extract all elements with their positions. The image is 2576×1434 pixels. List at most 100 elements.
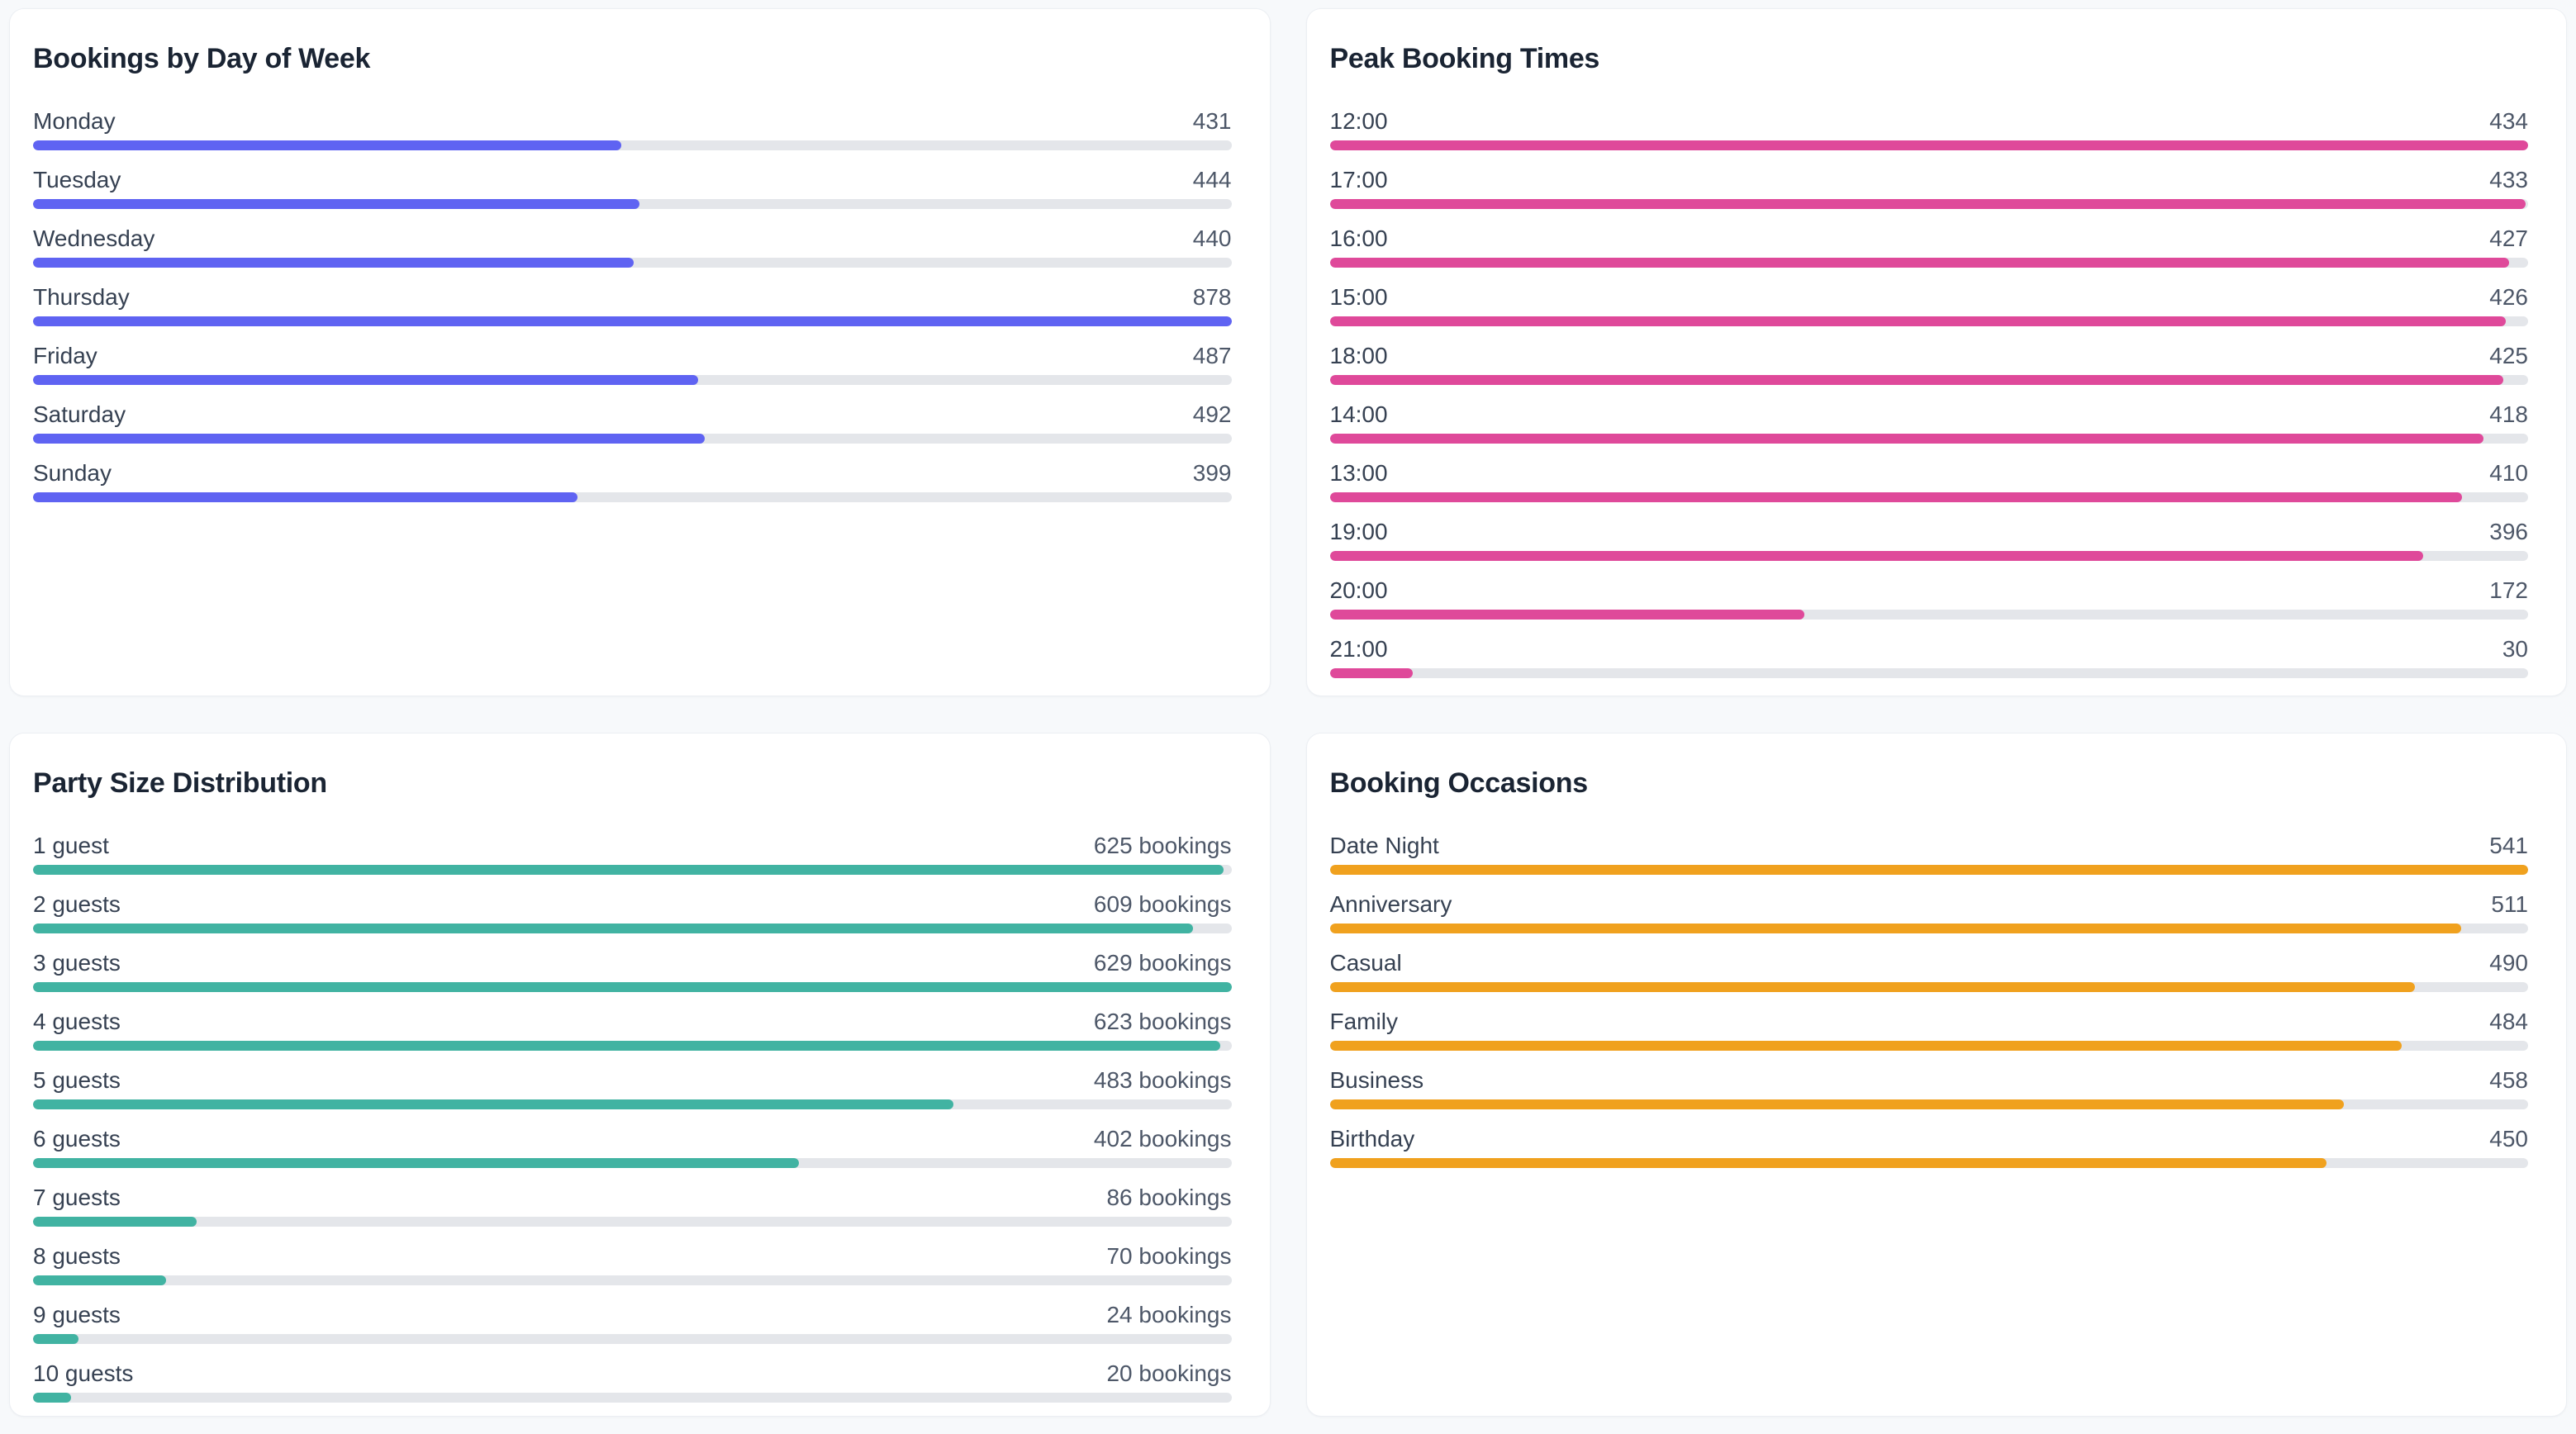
row-header: Family 484 <box>1330 1009 2529 1035</box>
row-header: 19:00 396 <box>1330 519 2529 545</box>
chart-row: 4 guests 623 bookings <box>33 1009 1232 1051</box>
row-value: 434 <box>2489 108 2528 134</box>
bar-fill <box>1329 551 2423 561</box>
chart-row: 3 guests 629 bookings <box>33 950 1232 992</box>
bar-track <box>33 1275 1232 1285</box>
chart-row: 20:00 172 <box>1329 577 2528 620</box>
row-value: 410 <box>2489 460 2528 486</box>
bar-fill <box>1329 1158 2327 1168</box>
row-value: 399 <box>1192 460 1232 486</box>
row-header: 6 guests 402 bookings <box>33 1126 1232 1152</box>
chart-row: 13:00 410 <box>1329 460 2528 502</box>
bar-track <box>1329 1041 2528 1051</box>
row-header: 17:00 433 <box>1330 167 2529 193</box>
bar-fill <box>1329 1041 2403 1051</box>
row-value: 490 <box>2489 950 2528 976</box>
chart-row: 17:00 433 <box>1329 167 2529 209</box>
bar-fill <box>1329 610 1805 620</box>
row-value: 70 bookings <box>1106 1243 1232 1269</box>
row-label: 8 guests <box>33 1243 121 1269</box>
row-header: Monday 431 <box>33 108 1232 135</box>
row-label: 10 guests <box>33 1360 134 1386</box>
chart-row: Thursday 878 <box>33 284 1232 326</box>
bar-track <box>1329 982 2528 992</box>
row-value: 86 bookings <box>1106 1185 1232 1210</box>
bar-track <box>1329 1099 2528 1109</box>
chart-row: Tuesday 444 <box>33 167 1232 209</box>
row-label: 21:00 <box>1329 636 1388 662</box>
bar-track <box>33 865 1232 875</box>
bar-fill <box>33 924 1194 933</box>
card-title: Party Size Distribution <box>33 767 327 799</box>
row-value: 609 bookings <box>1093 891 1232 917</box>
row-label: Thursday <box>33 284 130 310</box>
row-value: 629 bookings <box>1093 950 1232 976</box>
row-value: 440 <box>1192 226 1232 251</box>
chart-row: 6 guests 402 bookings <box>33 1126 1232 1168</box>
row-label: 13:00 <box>1329 460 1388 486</box>
chart-row: 15:00 426 <box>1329 284 2528 326</box>
chart-row: Friday 487 <box>33 343 1232 385</box>
row-header: 10 guests 20 bookings <box>33 1360 1232 1387</box>
row-header: 21:00 30 <box>1330 636 2529 662</box>
bar-fill <box>1329 924 2462 933</box>
bar-fill <box>1329 258 2509 268</box>
bar-track <box>1329 1158 2528 1168</box>
row-header: 2 guests 609 bookings <box>33 891 1232 918</box>
row-header: 3 guests 629 bookings <box>33 950 1232 976</box>
bar-fill <box>33 1158 799 1168</box>
row-label: 14:00 <box>1329 401 1388 427</box>
bar-fill <box>33 316 1232 326</box>
bar-fill <box>1329 375 2503 385</box>
row-header: 1 guest 625 bookings <box>33 833 1232 859</box>
row-header: 18:00 425 <box>1330 343 2529 369</box>
bar-fill <box>1329 316 2507 326</box>
bar-fill <box>33 258 634 268</box>
row-label: Tuesday <box>33 167 121 192</box>
bar-track <box>1329 865 2528 875</box>
chart-row: 18:00 425 <box>1329 343 2529 385</box>
row-label: 7 guests <box>33 1185 121 1210</box>
row-value: 625 bookings <box>1093 833 1232 858</box>
bar-track <box>33 199 1232 209</box>
row-value: 450 <box>2489 1126 2528 1151</box>
chart-row: 9 guests 24 bookings <box>33 1302 1232 1344</box>
bar-track <box>1329 610 2528 620</box>
bar-list: Date Night 541 Anniversary 511 Casual 490 Fami… <box>1329 833 2529 1168</box>
bar-fill <box>1329 668 1413 678</box>
chart-row: 8 guests 70 bookings <box>33 1243 1232 1285</box>
card-title: Peak Booking Times <box>1329 43 1600 74</box>
bar-track <box>1329 375 2528 385</box>
chart-row: Saturday 492 <box>33 401 1232 444</box>
row-value: 426 <box>2489 284 2528 310</box>
row-header: Sunday 399 <box>33 460 1232 487</box>
card-title: Booking Occasions <box>1329 767 1589 799</box>
bar-fill <box>33 434 705 444</box>
row-label: 6 guests <box>33 1126 121 1151</box>
row-value: 427 <box>2489 226 2528 251</box>
bar-list: Monday 431 Tuesday 444 Wednesday 440 Thursday 8… <box>33 108 1232 502</box>
chart-row: 10 guests 20 bookings <box>33 1360 1232 1403</box>
row-header: 4 guests 623 bookings <box>33 1009 1232 1035</box>
bar-fill <box>1329 492 2462 502</box>
row-label: 18:00 <box>1329 343 1388 368</box>
row-header: Date Night 541 <box>1330 833 2529 859</box>
row-value: 24 bookings <box>1106 1302 1232 1327</box>
bar-track <box>33 434 1232 444</box>
row-value: 483 bookings <box>1093 1067 1232 1093</box>
row-label: Friday <box>33 343 97 368</box>
row-header: 16:00 427 <box>1330 226 2529 252</box>
row-value: 487 <box>1192 343 1232 368</box>
bar-fill <box>1329 140 2528 150</box>
row-label: Casual <box>1329 950 1402 976</box>
bar-fill <box>33 1041 1220 1051</box>
row-value: 511 <box>2491 891 2528 917</box>
row-label: 15:00 <box>1329 284 1388 310</box>
bar-track <box>1329 492 2528 502</box>
row-value: 402 bookings <box>1093 1126 1232 1151</box>
row-header: 12:00 434 <box>1330 108 2529 135</box>
bar-fill <box>33 140 622 150</box>
row-header: Casual 490 <box>1330 950 2529 976</box>
row-value: 425 <box>2489 343 2528 368</box>
bar-track <box>33 1041 1232 1051</box>
